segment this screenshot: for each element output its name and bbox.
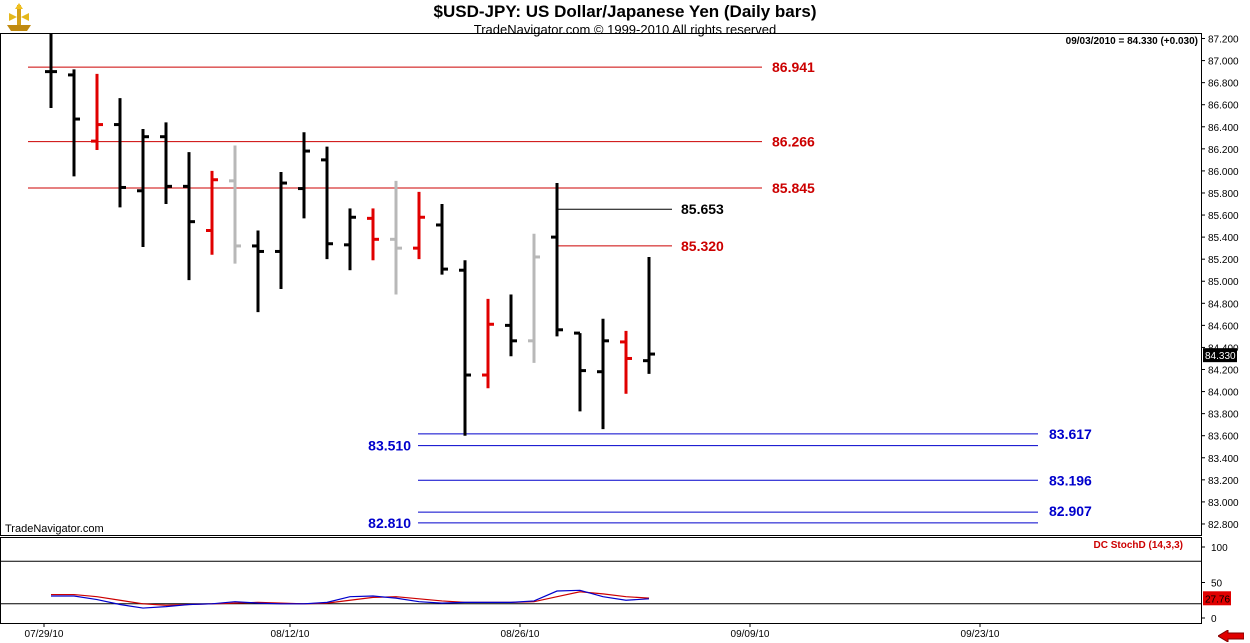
stoch-tick-label: 50	[1211, 579, 1223, 590]
stoch-value-badge	[1203, 591, 1231, 606]
stoch-tick-label: 100	[1211, 543, 1228, 554]
last-quote: 09/03/2010 = 84.330 (+0.030)	[1065, 36, 1198, 47]
level-label-86.941: 86.941	[772, 59, 815, 75]
price-tick-label: 83.000	[1208, 498, 1239, 509]
price-tick-label: 86.400	[1208, 123, 1239, 134]
price-panel-frame	[0, 33, 1202, 536]
level-label-83.196: 83.196	[1049, 472, 1092, 488]
price-tick-label: 84.000	[1208, 388, 1239, 399]
price-tick-label: 85.200	[1208, 255, 1239, 266]
scroll-right-arrow-icon[interactable]	[1218, 630, 1244, 642]
price-tick-label: 83.200	[1208, 476, 1239, 487]
price-tick-label: 85.800	[1208, 189, 1239, 200]
level-label-83.617: 83.617	[1049, 426, 1092, 442]
price-tick-label: 84.600	[1208, 321, 1239, 332]
stoch-d-line	[51, 591, 650, 606]
stoch-value-badge-text: 27.76	[1205, 594, 1230, 605]
price-tick-label: 82.800	[1208, 520, 1239, 531]
stoch-tick-label: 0	[1211, 614, 1217, 625]
price-tick-label: 87.200	[1208, 35, 1239, 46]
level-label-86.266: 86.266	[772, 134, 815, 150]
price-tick-label: 85.600	[1208, 211, 1239, 222]
stoch-panel-frame	[0, 537, 1202, 624]
last-price-badge	[1203, 348, 1237, 363]
level-label-82.907: 82.907	[1049, 503, 1092, 519]
date-tick-label: 09/23/10	[961, 629, 1000, 640]
level-label-83.510: 83.510	[368, 438, 411, 454]
level-label-85.653: 85.653	[681, 201, 724, 217]
price-tick-label: 86.600	[1208, 101, 1239, 112]
level-label-82.810: 82.810	[368, 515, 411, 531]
level-label-85.845: 85.845	[772, 180, 815, 196]
price-tick-label: 84.800	[1208, 299, 1239, 310]
level-label-85.320: 85.320	[681, 238, 724, 254]
date-tick-label: 08/12/10	[271, 629, 310, 640]
price-tick-label: 87.000	[1208, 57, 1239, 68]
price-tick-label: 83.600	[1208, 432, 1239, 443]
stoch-label: DC StochD (14,3,3)	[1094, 540, 1183, 551]
date-tick-label: 07/29/10	[25, 629, 64, 640]
price-tick-label: 84.200	[1208, 366, 1239, 377]
price-tick-label: 83.800	[1208, 410, 1239, 421]
date-tick-label: 09/09/10	[731, 629, 770, 640]
price-tick-label: 86.200	[1208, 145, 1239, 156]
date-tick-label: 08/26/10	[501, 629, 540, 640]
price-tick-label: 86.000	[1208, 167, 1239, 178]
price-tick-label: 85.400	[1208, 233, 1239, 244]
watermark-text: TradeNavigator.com	[5, 523, 104, 535]
stoch-k-line	[51, 589, 650, 609]
last-price-badge-text: 84.330	[1205, 351, 1236, 362]
price-tick-label: 86.800	[1208, 79, 1239, 90]
trade-navigator-logo	[5, 3, 33, 33]
chart-title: $USD-JPY: US Dollar/Japanese Yen (Daily …	[433, 2, 817, 21]
price-tick-label: 83.400	[1208, 454, 1239, 465]
price-tick-label: 85.000	[1208, 277, 1239, 288]
